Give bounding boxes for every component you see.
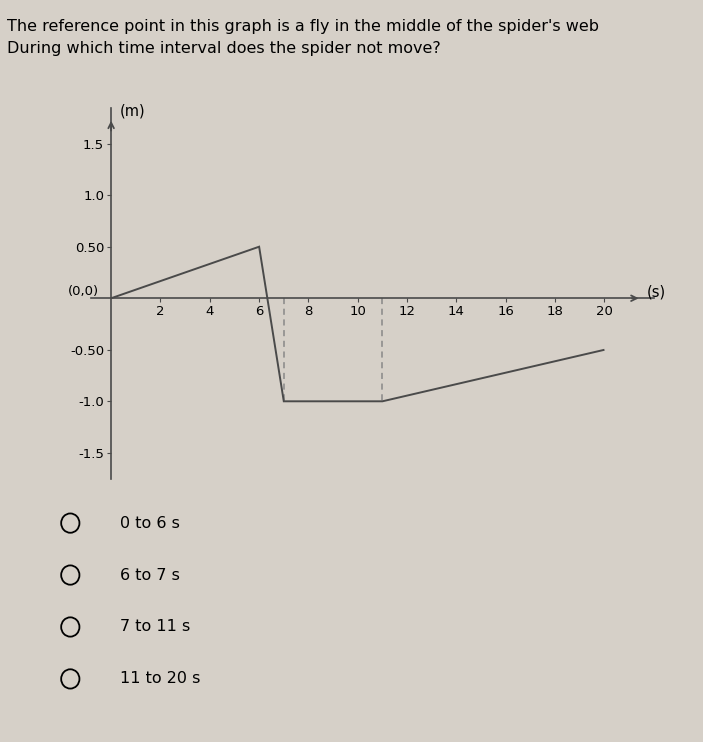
Text: (s): (s) [646, 285, 666, 300]
Text: 0 to 6 s: 0 to 6 s [120, 516, 179, 531]
Text: During which time interval does the spider not move?: During which time interval does the spid… [7, 41, 441, 56]
Text: The reference point in this graph is a fly in the middle of the spider's web: The reference point in this graph is a f… [7, 19, 599, 33]
Text: (0,0): (0,0) [67, 284, 99, 298]
Text: 6 to 7 s: 6 to 7 s [120, 568, 179, 582]
Text: 7 to 11 s: 7 to 11 s [120, 620, 190, 634]
Text: 11 to 20 s: 11 to 20 s [120, 672, 200, 686]
Text: (m): (m) [120, 103, 146, 118]
